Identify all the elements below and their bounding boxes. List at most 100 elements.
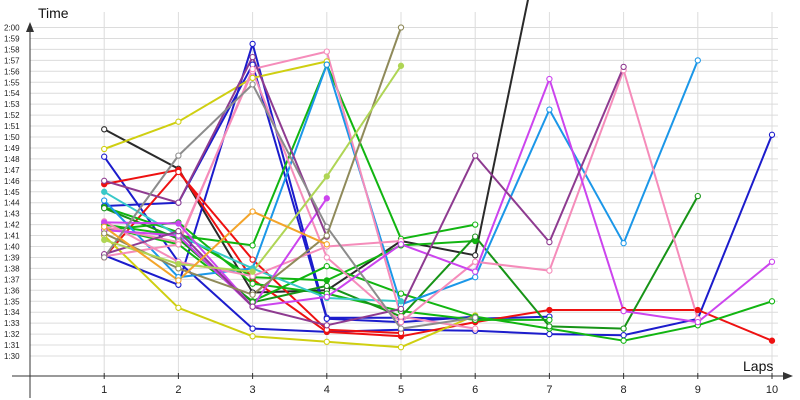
data-point [323,282,330,290]
data-point [397,290,405,297]
x-tick-label: 7 [546,384,552,396]
data-point [101,223,108,230]
y-tick-label: 1:56 [4,67,20,76]
y-tick-label: 1:31 [4,341,20,350]
data-point [323,232,330,239]
data-point [397,305,405,313]
data-point [175,260,182,268]
y-axis-arrow-icon [26,22,34,32]
x-tick-label: 10 [766,384,778,396]
series-line-23 [103,83,476,330]
data-point [323,61,330,68]
data-point [101,145,108,153]
data-point [620,307,627,315]
y-tick-label: 1:43 [4,210,20,219]
y-tick-label: 1:33 [4,319,20,328]
y-axis-title: Time [38,5,69,21]
x-axis-arrow-icon [783,372,793,380]
data-point [397,62,405,69]
data-point [472,233,479,240]
data-point [546,330,553,338]
data-point [249,242,256,249]
data-point [101,205,108,212]
data-point [249,53,256,61]
y-tick-label: 1:38 [4,264,20,273]
data-point [249,256,256,263]
data-point [620,337,627,344]
data-point [249,65,256,73]
y-tick-label: 1:58 [4,45,20,54]
series-line-8 [103,234,476,349]
series-line-20 [104,197,328,308]
data-point [101,126,108,133]
data-point [472,258,479,265]
y-tick-label: 1:47 [4,166,20,175]
data-point [101,254,108,261]
y-tick-label: 1:48 [4,155,20,164]
data-point [249,291,256,298]
data-point [175,304,182,311]
data-point [546,238,553,246]
data-point [768,298,776,305]
series-line-22 [103,66,625,327]
data-point [620,63,627,71]
data-point [323,277,330,284]
y-tick-label: 1:40 [4,243,20,252]
data-point [323,195,330,202]
data-point [472,314,479,321]
data-point [175,199,182,206]
axes [12,22,793,398]
y-tick-label: 1:53 [4,100,20,109]
data-point [249,74,256,82]
data-point [249,303,256,310]
data-point [175,118,182,125]
y-tick-label: 1:30 [4,352,20,361]
data-point [175,220,182,227]
y-tick-label: 1:34 [4,308,20,317]
data-point [472,252,479,259]
data-point [323,48,330,55]
y-tick-label: 1:55 [4,78,20,87]
y-tick-label: 1:54 [4,89,20,98]
data-point [323,322,330,329]
data-point [249,280,256,287]
data-point [472,274,479,281]
series-line-5 [104,168,773,342]
y-tick-label: 1:49 [4,144,20,153]
series-line-3 [103,134,773,337]
y-ticks: 1:30 1:31 1:32 1:33 1:34 1:35 1:36 1:37 1:38 1:39… [4,24,20,362]
y-tick-label: 1:50 [4,133,20,142]
series-lines [103,0,773,349]
series-line-7 [103,60,328,150]
series-line-17 [104,50,476,330]
data-point [397,344,405,351]
y-tick-label: 1:59 [4,34,20,43]
data-point [101,153,108,160]
series-line-19 [104,78,773,324]
data-point [397,241,405,248]
y-tick-label: 1:39 [4,253,20,262]
y-tick-label: 1:32 [4,330,20,339]
data-point [323,263,330,270]
y-tick-label: 1:45 [4,188,20,197]
data-point [249,325,256,332]
x-ticks: 1 2 3 4 5 6 7 8 9 10 [101,373,778,396]
data-point [175,168,182,176]
series-markers [101,24,776,351]
data-point [472,152,479,159]
data-point [175,228,182,235]
data-point [323,293,330,301]
y-tick-label: 2:00 [4,24,20,33]
x-axis-title: Laps [743,358,773,374]
data-point [323,315,330,322]
x-tick-label: 2 [175,384,181,396]
data-point [546,316,553,324]
data-point [323,338,330,345]
data-point [694,318,701,326]
y-tick-label: 1:36 [4,286,20,295]
data-point [323,241,330,248]
x-tick-label: 4 [324,384,330,396]
data-point [101,230,108,237]
